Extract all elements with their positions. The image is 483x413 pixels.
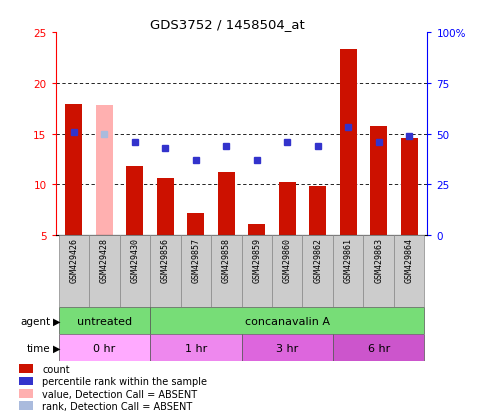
Text: untreated: untreated [77, 316, 132, 326]
Bar [394, 235, 425, 308]
Text: ▶: ▶ [53, 316, 61, 326]
Text: GSM429862: GSM429862 [313, 237, 322, 282]
Text: 6 hr: 6 hr [368, 343, 390, 353]
Text: GSM429426: GSM429426 [70, 237, 78, 282]
Text: ▶: ▶ [53, 343, 61, 353]
Bar [181, 235, 211, 308]
Bar [333, 335, 425, 361]
Bar [218, 173, 235, 235]
Bar [150, 235, 181, 308]
Bar [58, 335, 150, 361]
Bar [302, 235, 333, 308]
Bar [272, 235, 302, 308]
Text: GSM429858: GSM429858 [222, 237, 231, 282]
Bar [19, 377, 33, 385]
Text: GSM429864: GSM429864 [405, 237, 413, 282]
Bar [242, 335, 333, 361]
Bar [96, 106, 113, 235]
Text: GSM429859: GSM429859 [252, 237, 261, 282]
Bar [150, 335, 242, 361]
Bar [242, 235, 272, 308]
Text: GSM429428: GSM429428 [100, 237, 109, 282]
Text: 1 hr: 1 hr [185, 343, 207, 353]
Bar [120, 235, 150, 308]
Bar [211, 235, 242, 308]
Bar [157, 179, 174, 235]
Bar [58, 235, 89, 308]
Bar [248, 224, 265, 235]
Bar [150, 308, 425, 335]
Text: 3 hr: 3 hr [276, 343, 298, 353]
Text: GSM429863: GSM429863 [374, 237, 383, 282]
Bar [401, 138, 417, 235]
Bar [370, 127, 387, 235]
Text: GSM429861: GSM429861 [344, 237, 353, 282]
Bar [89, 235, 120, 308]
Bar [333, 235, 363, 308]
Bar [19, 389, 33, 398]
Text: GSM429856: GSM429856 [161, 237, 170, 282]
Bar [363, 235, 394, 308]
Bar [127, 166, 143, 235]
Text: agent: agent [21, 316, 51, 326]
Bar [340, 50, 356, 235]
Bar [309, 187, 326, 235]
Text: percentile rank within the sample: percentile rank within the sample [42, 377, 207, 387]
Bar [66, 105, 82, 235]
Bar [19, 401, 33, 410]
Text: GSM429860: GSM429860 [283, 237, 292, 282]
Text: concanavalin A: concanavalin A [245, 316, 330, 326]
Text: GDS3752 / 1458504_at: GDS3752 / 1458504_at [150, 18, 304, 31]
Bar [279, 183, 296, 235]
Bar [187, 213, 204, 235]
Text: count: count [42, 364, 70, 374]
Bar [19, 364, 33, 373]
Text: rank, Detection Call = ABSENT: rank, Detection Call = ABSENT [42, 401, 192, 411]
Text: 0 hr: 0 hr [93, 343, 115, 353]
Text: GSM429430: GSM429430 [130, 237, 139, 282]
Text: GSM429857: GSM429857 [191, 237, 200, 282]
Text: value, Detection Call = ABSENT: value, Detection Call = ABSENT [42, 389, 197, 399]
Text: time: time [27, 343, 51, 353]
Bar [58, 308, 150, 335]
